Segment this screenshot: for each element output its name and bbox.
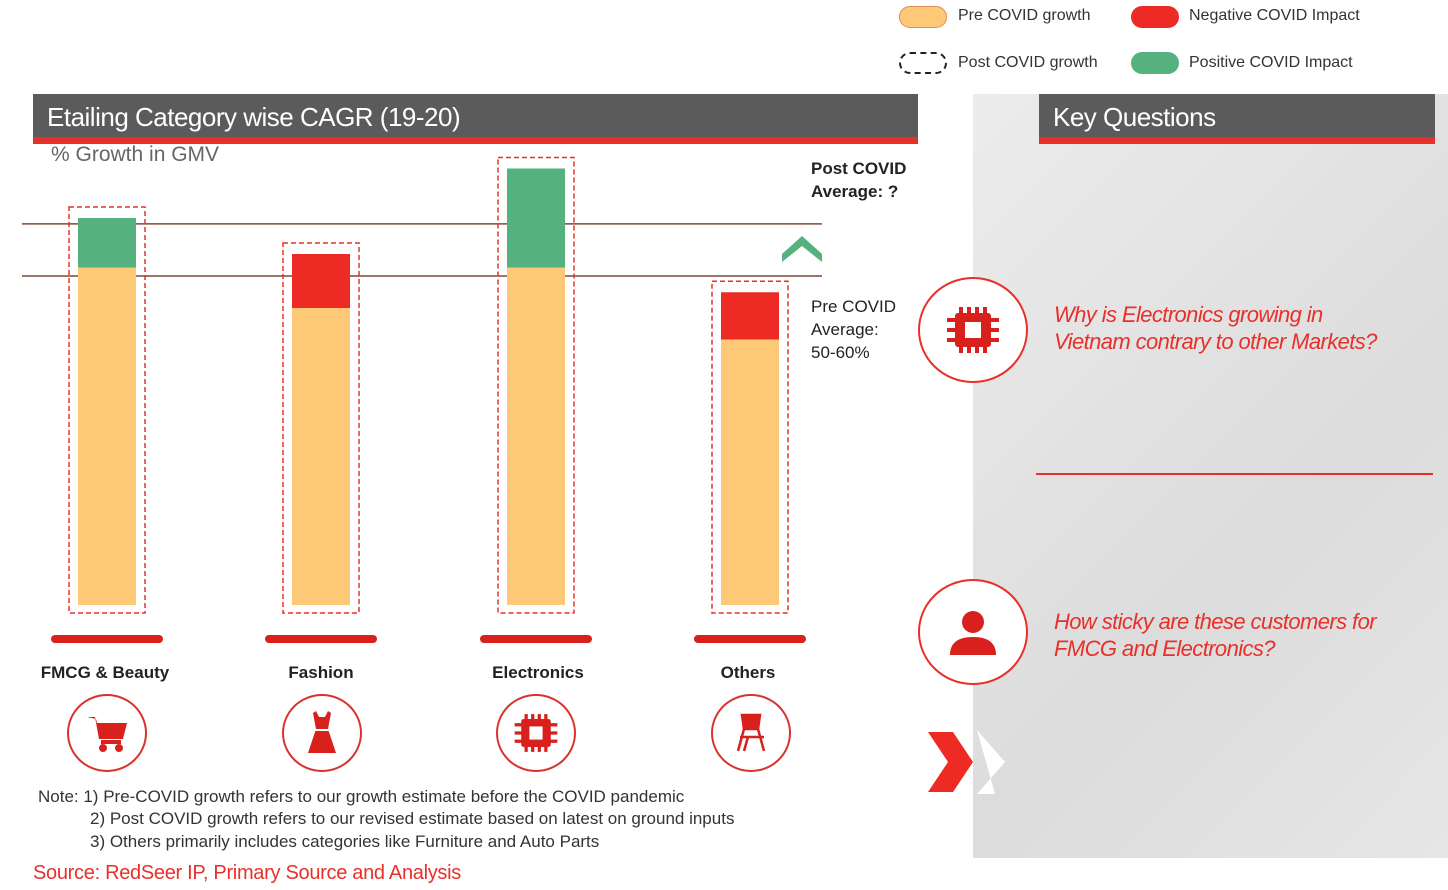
- chip-icon: [514, 714, 558, 752]
- chip-icon: [947, 307, 999, 353]
- note-2: 2) Post COVID growth refers to our revis…: [90, 809, 735, 828]
- post-covid-box: [282, 242, 360, 614]
- annotation-line: 50-60%: [811, 343, 870, 362]
- post-covid-average-label: Post COVID Average: ?: [811, 157, 906, 203]
- chevron-up-icon: [782, 236, 822, 262]
- chart-title: Etailing Category wise CAGR (19-20): [33, 94, 918, 144]
- category-icon-circle: [711, 694, 791, 772]
- category-label: Others: [720, 663, 776, 682]
- note-3: 3) Others primarily includes categories …: [90, 832, 600, 851]
- legend-label: Pre COVID growth: [958, 7, 1091, 24]
- bar-chart: [22, 156, 822, 643]
- bar-pre-covid: [721, 339, 779, 605]
- key-question-2: How sticky are these customers for FMCG a…: [1054, 608, 1377, 662]
- category-label: FMCG & Beauty: [40, 663, 170, 682]
- bar-pre-covid: [78, 267, 136, 605]
- bar-negative-impact: [292, 254, 350, 308]
- source-text: Source: RedSeer IP, Primary Source and A…: [33, 862, 461, 884]
- annotation-line: Average: ?: [811, 182, 899, 201]
- category-icon-circle: [67, 694, 147, 772]
- question-line: Why is Electronics growing in: [1054, 302, 1323, 327]
- legend-swatch-post: [899, 52, 947, 74]
- legend-label: Positive COVID Impact: [1189, 54, 1353, 71]
- legend-label: Negative COVID Impact: [1189, 7, 1360, 24]
- legend-swatch-pre: [899, 6, 947, 28]
- divider: [1036, 473, 1433, 475]
- legend-label: Post COVID growth: [958, 54, 1098, 71]
- question-line: How sticky are these customers for: [1054, 609, 1377, 634]
- note-1: Note: 1) Pre-COVID growth refers to our …: [38, 787, 685, 806]
- cart-icon: [87, 717, 127, 752]
- key-questions-panel: [973, 94, 1448, 858]
- post-covid-box: [711, 280, 789, 614]
- category-icon-circle: [496, 694, 576, 772]
- annotation-line: Post COVID: [811, 159, 907, 178]
- post-covid-box: [68, 206, 146, 614]
- category-icon-circle: [282, 694, 362, 772]
- pre-covid-average-label: Pre COVID Average: 50-60%: [811, 295, 896, 364]
- bar-pre-covid: [507, 267, 565, 605]
- bar-positive-impact: [507, 168, 565, 268]
- dress-icon: [308, 711, 336, 753]
- chair-icon: [736, 713, 766, 752]
- question-line: FMCG and Electronics?: [1054, 636, 1276, 661]
- category-label: Electronics: [492, 663, 584, 682]
- person-icon: [950, 611, 996, 655]
- key-questions-header: Key Questions: [1039, 94, 1435, 144]
- legend-swatch-negative: [1131, 6, 1179, 28]
- question-line: Vietnam contrary to other Markets?: [1054, 329, 1377, 354]
- question-icon-circle: [918, 277, 1028, 383]
- y-axis-label: % Growth in GMV: [51, 143, 220, 166]
- category-label: Fashion: [288, 663, 354, 682]
- chevron-right-icon: [928, 730, 1005, 794]
- annotation-line: Average:: [811, 320, 879, 339]
- legend-swatch-positive: [1131, 52, 1179, 74]
- question-icon-circle: [918, 579, 1028, 685]
- annotation-line: Pre COVID: [811, 297, 897, 316]
- bar-negative-impact: [721, 292, 779, 340]
- key-question-1: Why is Electronics growing in Vietnam con…: [1054, 301, 1377, 355]
- bar-pre-covid: [292, 308, 350, 605]
- post-covid-box: [497, 156, 575, 614]
- bar-positive-impact: [78, 218, 136, 268]
